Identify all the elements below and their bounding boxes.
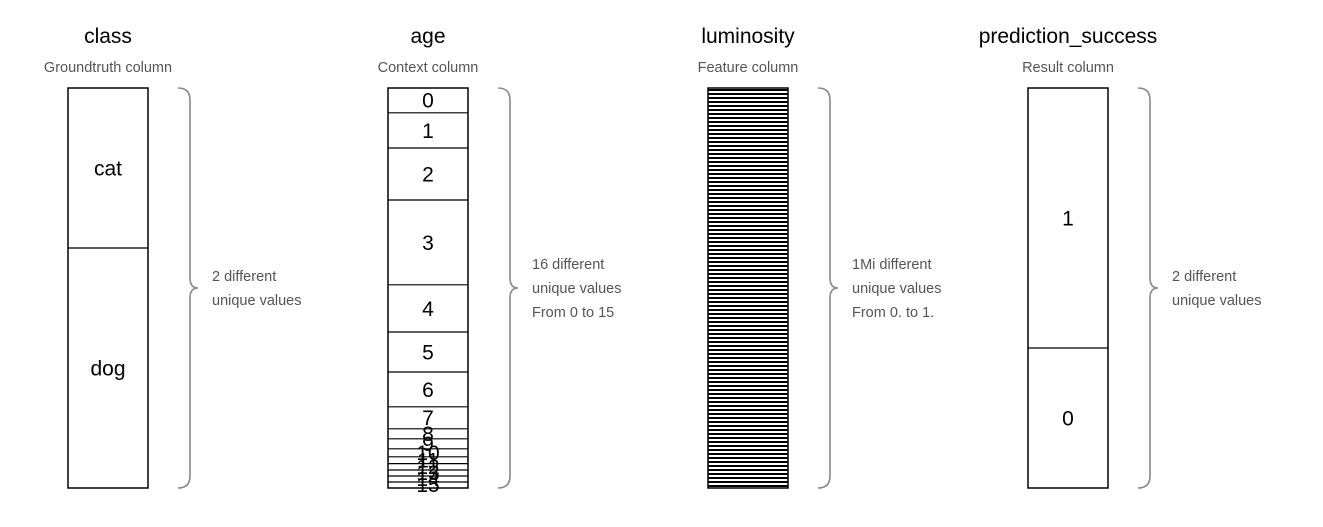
column-subtitle: Groundtruth column	[44, 60, 172, 76]
column-title: prediction_success	[979, 25, 1158, 48]
column-box	[1027, 87, 1109, 489]
segment-label: 2	[422, 164, 434, 187]
column-title: class	[84, 25, 132, 48]
column-subtitle: Result column	[1022, 60, 1114, 76]
column-box	[67, 87, 149, 489]
segment-label: 5	[422, 342, 434, 365]
column-box	[387, 87, 469, 489]
description-line: From 0. to 1.	[852, 305, 934, 321]
segment-label: 9	[422, 433, 434, 456]
segment-label: 8	[422, 423, 434, 446]
curly-brace	[177, 87, 199, 489]
segment-label: 4	[422, 298, 434, 321]
segment-label: 15	[416, 474, 439, 497]
segment-label: 10	[416, 442, 439, 465]
description-line: unique values	[212, 293, 302, 309]
description-line: 2 different	[1172, 269, 1236, 285]
segment-label: 11	[417, 449, 439, 472]
description-line: 2 different	[212, 269, 276, 285]
column-box	[707, 87, 789, 489]
segment-label: 1	[422, 120, 434, 143]
description-line: unique values	[532, 281, 622, 297]
segment-label: dog	[90, 358, 125, 381]
column-class: class Groundtruth column cat dog 2 different…	[44, 25, 302, 489]
segment-label: 13	[416, 462, 439, 485]
column-title: age	[410, 25, 445, 48]
column-prediction-success: prediction_success Result column 1 0 2 diffe…	[979, 25, 1262, 489]
curly-brace	[1137, 87, 1159, 489]
column-title: luminosity	[701, 25, 795, 48]
segment-label: cat	[94, 158, 122, 181]
segment-label: 14	[416, 468, 440, 491]
description-line: unique values	[1172, 293, 1262, 309]
curly-brace	[817, 87, 839, 489]
segment-label: 6	[422, 379, 434, 402]
segment-label: 12	[416, 456, 439, 479]
description-line: From 0 to 15	[532, 305, 614, 321]
description-line: 1Mi different	[852, 257, 932, 273]
segment-label: 7	[422, 407, 434, 430]
segment-label: 0	[422, 90, 434, 113]
description-line: unique values	[852, 281, 942, 297]
segment-label: 3	[422, 232, 434, 255]
column-subtitle: Feature column	[698, 60, 799, 76]
segment-label: 0	[1062, 408, 1074, 431]
curly-brace	[497, 87, 519, 489]
description-line: 16 different	[532, 257, 604, 273]
column-subtitle: Context column	[378, 60, 479, 76]
segment-label: 1	[1062, 208, 1074, 231]
column-luminosity: luminosity Feature column 1Mi different uni…	[698, 25, 942, 489]
